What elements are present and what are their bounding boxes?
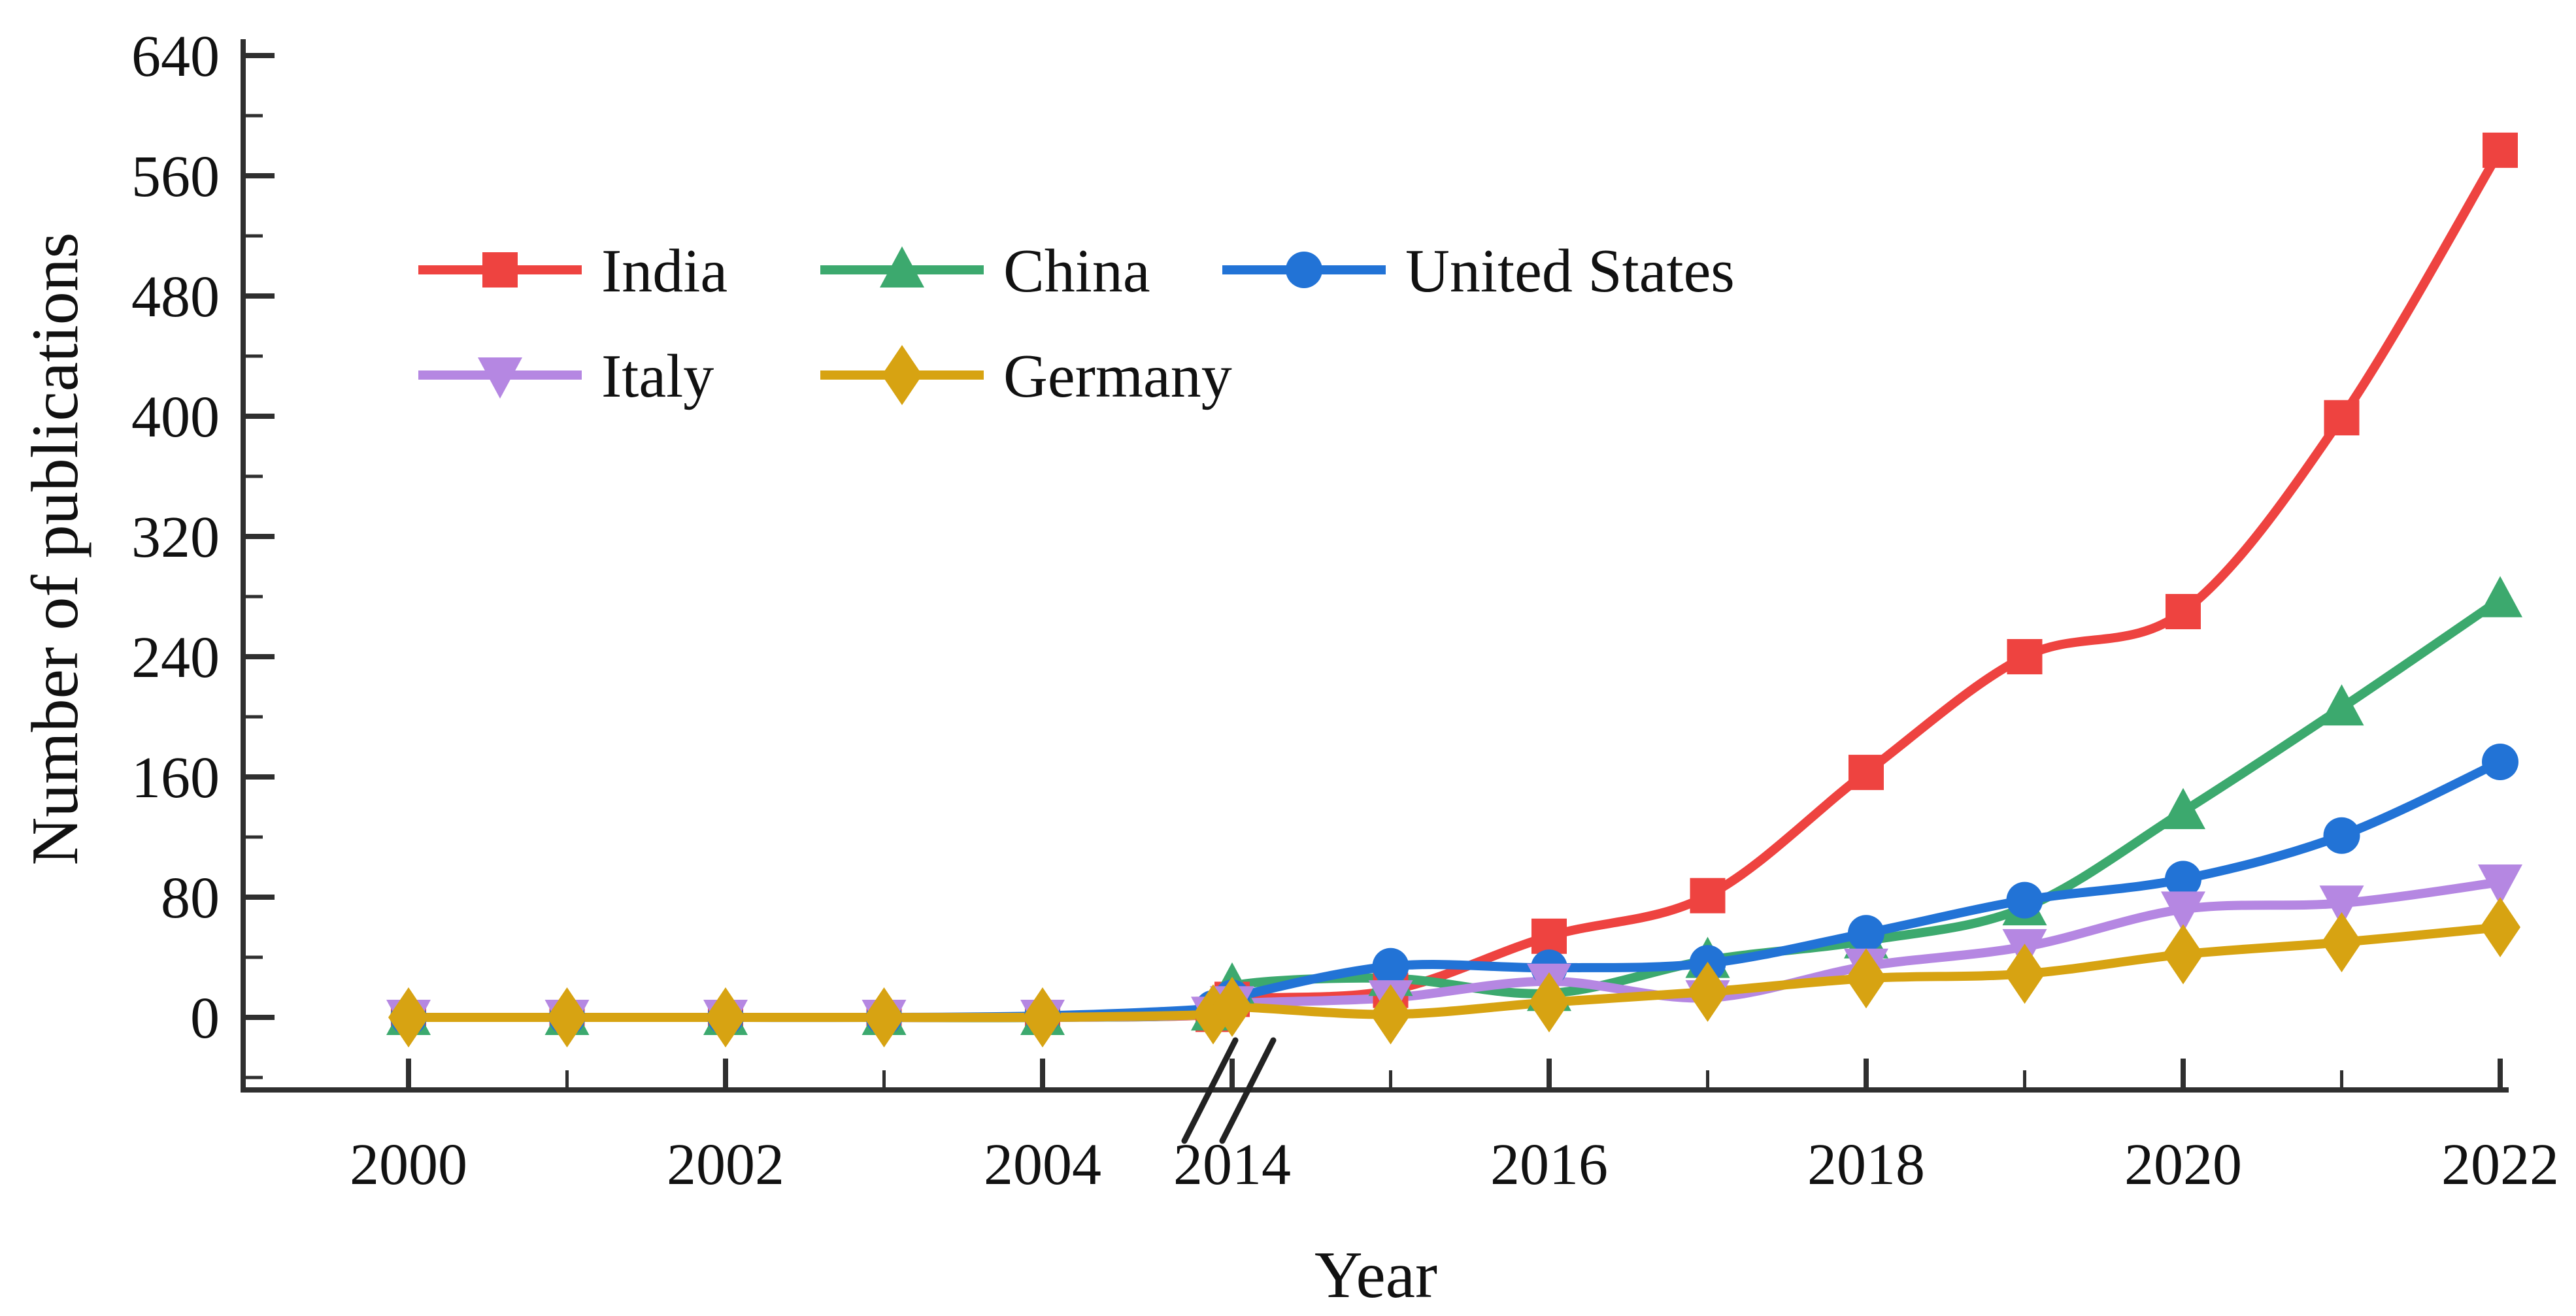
y-tick-label: 160	[131, 746, 220, 810]
marker-united-states-2019	[2006, 881, 2043, 919]
marker-india-2018	[1848, 755, 1884, 791]
legend-marker-india	[482, 252, 518, 288]
marker-china-2020	[2161, 787, 2205, 829]
x-tick-label: 2016	[1490, 1132, 1608, 1197]
marker-china-2022	[2478, 576, 2522, 617]
legend-label-india: India	[601, 237, 728, 305]
marker-germany-2003	[863, 987, 905, 1047]
marker-india-2020	[2166, 594, 2201, 629]
marker-india-2022	[2483, 132, 2518, 168]
axes	[241, 39, 2509, 1093]
marker-china-2021	[2319, 684, 2364, 726]
marker-germany-2022	[2480, 897, 2520, 957]
marker-united-states-2015	[1372, 947, 1409, 985]
marker-united-states-2018	[1848, 915, 1884, 952]
markers-germany	[388, 897, 2520, 1047]
x-axis-break-mark	[1181, 1037, 1277, 1144]
marker-india-2019	[2007, 639, 2043, 674]
legend-label-italy: Italy	[601, 342, 714, 410]
marker-india-2017	[1690, 878, 1726, 913]
y-tick-label: 560	[131, 144, 220, 209]
axis-ticks	[243, 53, 2503, 1090]
marker-germany-2018	[1846, 948, 1886, 1009]
marker-united-states-2020	[2165, 861, 2201, 898]
marker-united-states-2021	[2323, 817, 2360, 854]
legend-marker-china	[880, 246, 924, 288]
y-tick-label: 640	[131, 24, 220, 89]
legend-item-united-states: United States	[1222, 237, 1735, 305]
marker-india-2021	[2324, 400, 2360, 436]
marker-germany-2020	[2163, 924, 2203, 985]
x-tick-label: 2000	[350, 1132, 467, 1197]
series-markers	[386, 132, 2522, 1047]
legend-item-china: China	[820, 237, 1150, 305]
legend-item-india: India	[418, 237, 728, 305]
legend-item-germany: Germany	[820, 342, 1232, 410]
marker-germany-2017	[1687, 961, 1728, 1022]
y-tick-label: 400	[131, 385, 220, 450]
legend-item-italy: Italy	[418, 342, 714, 410]
axis-frame	[241, 39, 2509, 1093]
legend-marker-germany	[882, 345, 922, 405]
marker-italy-2021	[2319, 885, 2364, 927]
marker-germany-2002	[705, 987, 746, 1047]
y-tick-label: 0	[190, 986, 220, 1051]
axis-tick-labels: 0 80 160 240 320 400 480 560 640 2000 2002 2004 2014…	[131, 24, 2559, 1197]
x-tick-label: 2002	[667, 1132, 784, 1197]
marker-italy-2022	[2478, 864, 2522, 906]
x-tick-label: 2018	[1807, 1132, 1925, 1197]
x-tick-label: 2014	[1173, 1132, 1291, 1197]
break-slash	[1219, 1037, 1277, 1144]
legend-label-united-states: United States	[1405, 237, 1735, 305]
y-tick-label: 320	[131, 505, 220, 570]
marker-italy-2020	[2161, 891, 2205, 933]
marker-germany-2019	[2004, 944, 2045, 1004]
marker-germany-2000	[388, 987, 429, 1047]
marker-india-2016	[1531, 918, 1567, 954]
marker-germany-2001	[546, 987, 588, 1047]
marker-germany-2021	[2321, 912, 2362, 972]
y-tick-label: 240	[131, 625, 220, 690]
marker-united-states-2022	[2482, 744, 2518, 780]
legend-marker-italy	[478, 357, 522, 399]
legend: India China United States Italy Germany	[418, 237, 1735, 410]
marker-germany-2014	[1212, 976, 1252, 1037]
legend-label-china: China	[1003, 237, 1150, 305]
legend-marker-united-states	[1286, 252, 1322, 288]
x-tick-label: 2022	[2441, 1132, 2559, 1197]
x-axis-title: Year	[1314, 1238, 1437, 1312]
legend-label-germany: Germany	[1003, 342, 1232, 410]
marker-germany-2015	[1370, 984, 1411, 1045]
break-slash	[1181, 1037, 1239, 1144]
y-axis-title: Number of publications	[18, 233, 92, 866]
x-tick-label: 2004	[984, 1132, 1101, 1197]
marker-germany-2016	[1529, 972, 1569, 1032]
y-tick-label: 480	[131, 265, 220, 329]
x-tick-label: 2020	[2124, 1132, 2242, 1197]
marker-germany-2004	[1022, 987, 1063, 1047]
y-tick-label: 80	[161, 866, 220, 930]
